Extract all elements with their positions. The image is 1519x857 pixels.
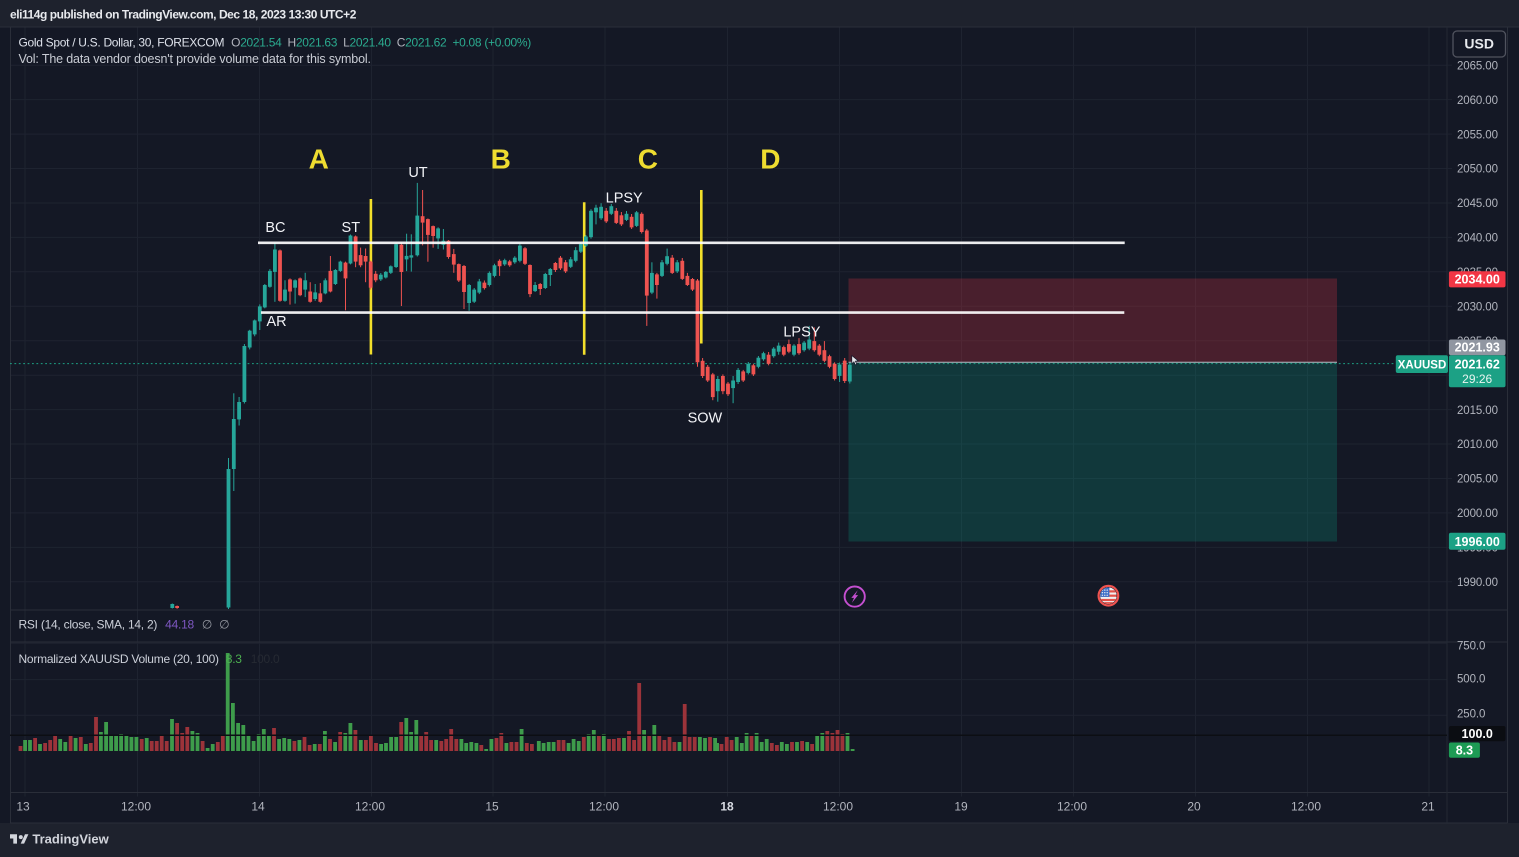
svg-text:Gold Spot / U.S. Dollar, 30, F: Gold Spot / U.S. Dollar, 30, FOREXCOM O20… [19,36,532,50]
svg-text:14: 14 [251,800,265,814]
svg-text:2030.00: 2030.00 [1457,301,1498,313]
svg-text:100.0: 100.0 [1462,727,1493,741]
svg-text:D: D [760,144,780,175]
svg-text:2055.00: 2055.00 [1457,129,1498,141]
svg-text:19: 19 [954,800,968,814]
svg-text:C: C [638,144,658,175]
svg-text:29:26: 29:26 [1462,372,1492,386]
svg-text:UT: UT [408,165,427,181]
svg-text:B: B [491,144,511,175]
svg-text:8.3: 8.3 [1456,744,1473,758]
svg-text:2050.00: 2050.00 [1457,164,1498,176]
svg-text:XAUUSD: XAUUSD [1398,359,1447,371]
svg-text:LPSY: LPSY [606,191,643,207]
svg-text:Normalized XAUUSD Volume (20,: Normalized XAUUSD Volume (20, 100) 8.3 100… [19,652,281,666]
svg-text:TradingView: TradingView [32,831,109,846]
svg-text:20: 20 [1187,800,1201,814]
svg-text:2065.00: 2065.00 [1457,60,1498,72]
svg-text:eli114g published on TradingVi: eli114g published on TradingView.com, De… [10,8,357,22]
svg-text:12:00: 12:00 [1057,800,1087,814]
svg-text:USD: USD [1464,35,1494,51]
svg-text:2021.93: 2021.93 [1455,341,1500,355]
svg-text:BC: BC [265,220,285,236]
svg-text:250.0: 250.0 [1457,709,1485,721]
svg-text:A: A [309,144,329,175]
svg-text:2045.00: 2045.00 [1457,198,1498,210]
svg-text:2005.00: 2005.00 [1457,474,1498,486]
svg-text:1996.00: 1996.00 [1455,535,1500,549]
svg-text:750.0: 750.0 [1457,641,1485,653]
svg-text:12:00: 12:00 [355,800,385,814]
svg-text:18: 18 [720,800,734,814]
svg-text:RSI (14, close, SMA, 14, 2)44.: RSI (14, close, SMA, 14, 2) 44.18 ∅ ∅ [19,618,230,632]
svg-text:13: 13 [16,800,30,814]
svg-text:2015.00: 2015.00 [1457,405,1498,417]
svg-text:12:00: 12:00 [1291,800,1321,814]
svg-text:ST: ST [342,220,361,236]
svg-text:SOW: SOW [688,411,723,427]
svg-text:2021.62: 2021.62 [1455,357,1500,371]
svg-text:2010.00: 2010.00 [1457,439,1498,451]
svg-text:12:00: 12:00 [823,800,853,814]
svg-text:15: 15 [485,800,499,814]
svg-text:12:00: 12:00 [589,800,619,814]
svg-text:2000.00: 2000.00 [1457,508,1498,520]
svg-text:LPSY: LPSY [783,325,820,341]
svg-text:1990.00: 1990.00 [1457,577,1498,589]
svg-text:2040.00: 2040.00 [1457,233,1498,245]
svg-text:500.0: 500.0 [1457,674,1485,686]
svg-text:AR: AR [267,314,287,330]
svg-text:2034.00: 2034.00 [1455,273,1500,287]
svg-text:2060.00: 2060.00 [1457,95,1498,107]
svg-text:Vol: The data vendor doesn't p: Vol: The data vendor doesn't provide vol… [19,52,371,66]
svg-text:12:00: 12:00 [121,800,151,814]
svg-text:21: 21 [1421,800,1435,814]
